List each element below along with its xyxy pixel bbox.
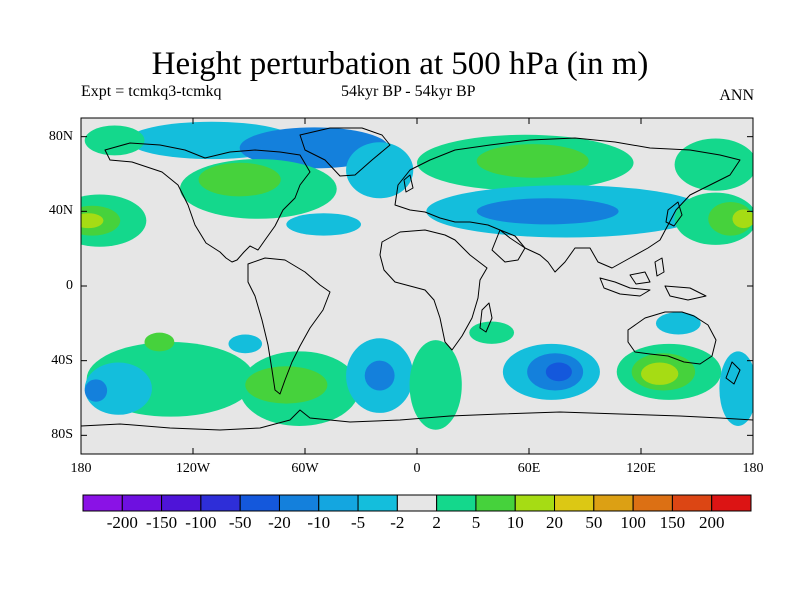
colorbar-label-2: -100 xyxy=(185,513,217,532)
contour-region-34 xyxy=(655,312,701,335)
colorbar-box-11 xyxy=(514,494,556,512)
contour-region-22 xyxy=(228,334,263,354)
coastline-new-zealand xyxy=(725,361,741,385)
contour-region-6 xyxy=(286,213,361,236)
contour-region-3 xyxy=(84,125,145,156)
lat-label-80n: 80N xyxy=(48,128,73,144)
colorbar-label-6: -5 xyxy=(350,513,366,532)
lat-label-40n: 40N xyxy=(48,203,73,219)
coastline-japan xyxy=(665,201,683,227)
contour-region-17 xyxy=(732,209,753,229)
colorbar-box-1 xyxy=(121,494,163,512)
lon-label-180w: 180 xyxy=(70,461,92,476)
colorbar-box-2 xyxy=(161,494,202,512)
colorbar-label-7: -2 xyxy=(390,513,405,532)
colorbar-label-12: 50 xyxy=(585,513,603,532)
coastline-new-guinea xyxy=(664,285,707,301)
lat-label-40s: 40S xyxy=(51,352,73,368)
colorbar-label-14: 150 xyxy=(659,513,686,532)
colorbar-label-9: 5 xyxy=(471,513,481,532)
contour-region-2 xyxy=(346,142,414,199)
colorbar-label-5: -10 xyxy=(307,513,331,532)
contour-region-5 xyxy=(198,162,281,197)
colorbar-box-0 xyxy=(82,494,123,512)
coastline-britain xyxy=(403,174,414,193)
colorbar-label-13: 100 xyxy=(620,513,646,532)
experiment-label: Expt = tcmkq3-tcmkq xyxy=(81,83,222,100)
colorbar-label-10: 10 xyxy=(506,513,524,532)
coastline-greenland xyxy=(299,127,391,177)
coastline-africa xyxy=(379,229,488,351)
colorbar-box-13 xyxy=(593,494,634,512)
coastline-layer xyxy=(81,127,753,431)
contour-region-24 xyxy=(245,366,328,404)
lon-label-180e: 180 xyxy=(742,461,764,476)
period-label: 54kyr BP - 54kyr BP xyxy=(341,83,476,100)
colorbar-box-12 xyxy=(554,494,595,512)
colorbar-box-7 xyxy=(357,494,398,512)
colorbar-box-5 xyxy=(278,494,320,512)
coastline-arabia xyxy=(491,229,526,263)
contour-region-21 xyxy=(84,379,108,402)
colorbar-label-15: 200 xyxy=(698,513,725,532)
contour-region-33 xyxy=(641,362,679,385)
colorbar-box-10 xyxy=(475,494,516,512)
contour-region-27 xyxy=(409,340,462,430)
colorbar-label-8: 2 xyxy=(432,513,441,532)
axis-ticks xyxy=(80,118,754,454)
lon-label-60e: 60E xyxy=(517,461,541,476)
lon-label-60w: 60W xyxy=(291,461,319,476)
colorbar-label-4: -20 xyxy=(268,513,291,532)
contour-region-11 xyxy=(476,144,589,178)
colorbar-box-14 xyxy=(632,494,673,512)
coastline-north-america xyxy=(104,142,311,263)
colorbar-box-8 xyxy=(396,494,438,512)
contour-region-20 xyxy=(84,362,152,415)
colorbar-box-6 xyxy=(318,494,359,512)
lat-label-eq: 0 xyxy=(66,278,73,293)
lon-label-120w: 120W xyxy=(175,461,211,476)
contour-region-36 xyxy=(469,321,515,344)
contour-region-19 xyxy=(144,332,175,352)
colorbar-box-4 xyxy=(239,494,280,512)
colorbar-box-16 xyxy=(711,494,752,512)
colorbar-label-1: -150 xyxy=(145,513,178,532)
coastline-eurasia xyxy=(394,137,741,273)
contour-region-35 xyxy=(719,351,753,426)
contour-region-14 xyxy=(476,198,619,225)
coastline-south-america xyxy=(247,257,331,395)
colorbar-box-9 xyxy=(436,494,477,512)
lon-label-0: 0 xyxy=(413,461,421,476)
coastline-antarctica xyxy=(81,409,753,431)
coastline-australia xyxy=(627,311,717,365)
colorbar-label-3: -50 xyxy=(228,513,252,532)
colorbar-label-11: 20 xyxy=(546,513,564,532)
colorbar-box-3 xyxy=(200,494,241,512)
contour-region-12 xyxy=(674,138,753,191)
season-label: ANN xyxy=(719,87,754,104)
plot-title: Height perturbation at 500 hPa (in m) xyxy=(151,46,649,82)
lat-label-80s: 80S xyxy=(51,427,73,443)
contour-region-9 xyxy=(81,213,104,229)
colorbar xyxy=(82,494,752,512)
coastline-madagascar xyxy=(479,302,493,333)
colorbar-label-0: -200 xyxy=(106,513,138,532)
contour-region-26 xyxy=(364,360,395,391)
colorbar-box-15 xyxy=(671,494,713,512)
lon-label-120e: 120E xyxy=(626,461,656,476)
contour-region-30 xyxy=(545,362,572,382)
coastline-indonesia xyxy=(599,257,665,297)
